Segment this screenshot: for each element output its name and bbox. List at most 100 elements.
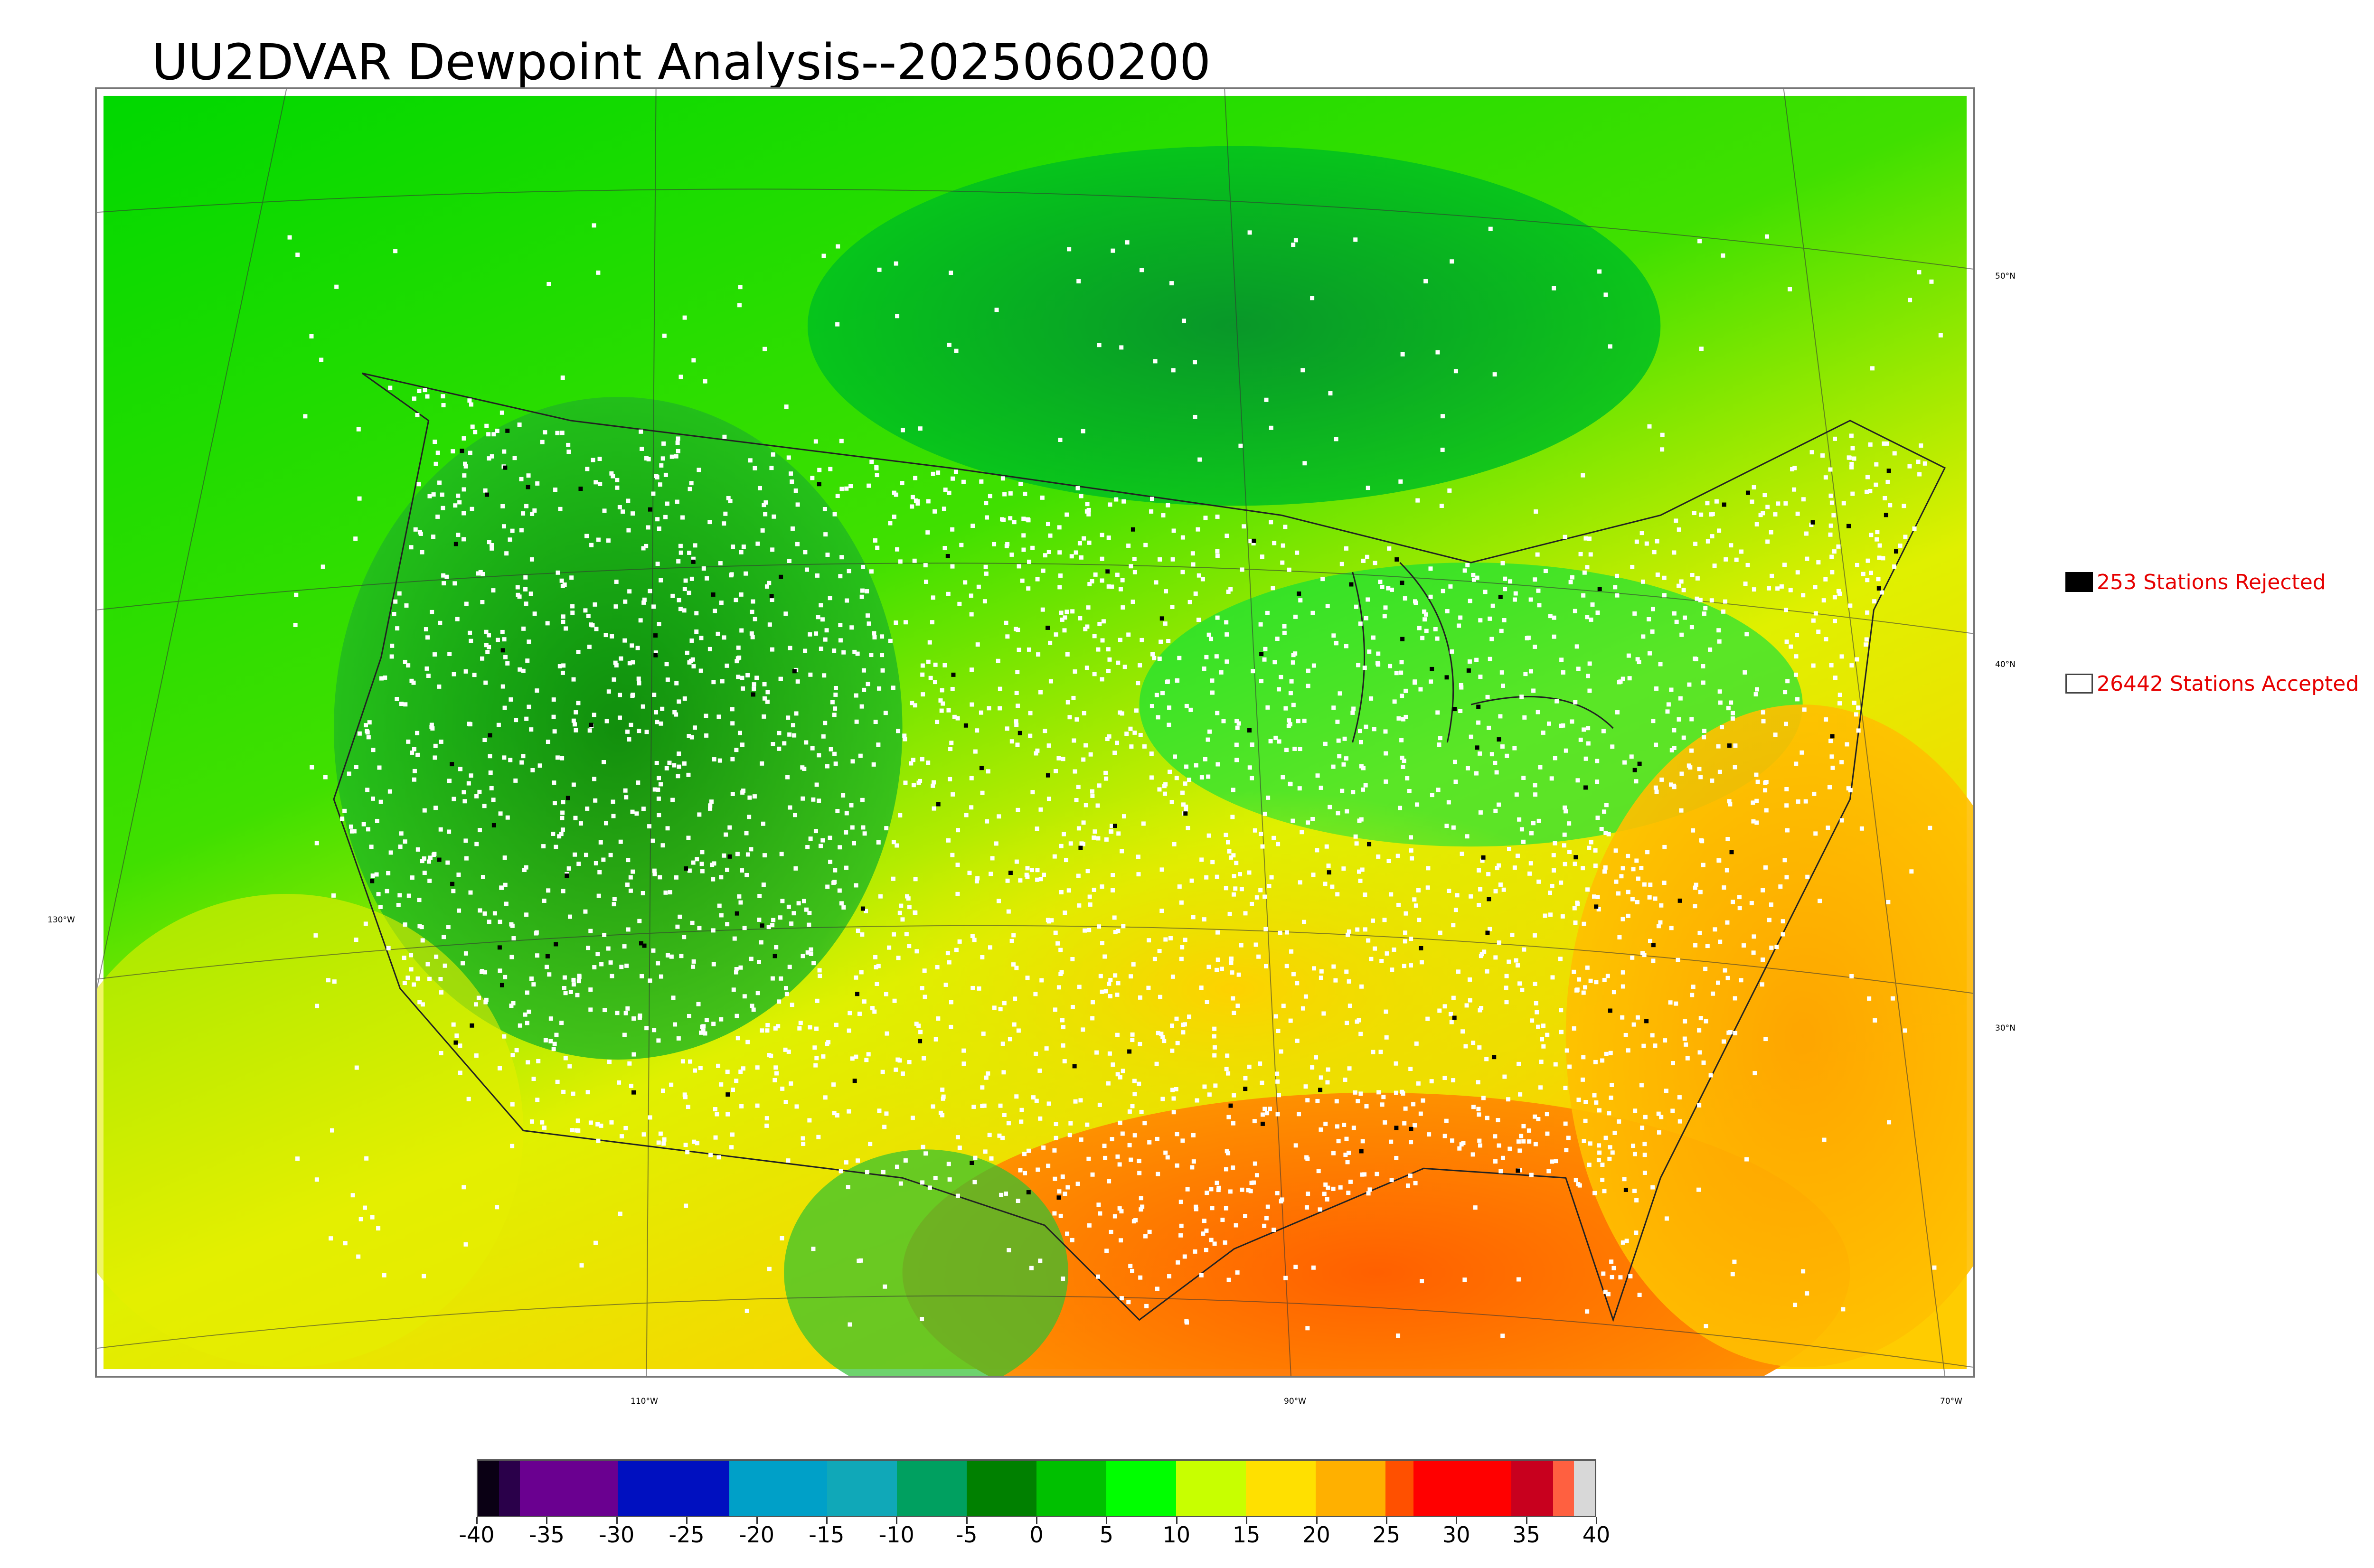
accepted-station-marker — [949, 271, 953, 275]
accepted-station-marker — [1537, 603, 1542, 608]
accepted-station-marker — [1788, 588, 1793, 592]
accepted-station-marker — [483, 680, 488, 685]
accepted-station-marker — [950, 686, 955, 691]
accepted-station-marker — [764, 584, 769, 589]
accepted-station-marker — [1849, 663, 1854, 668]
accepted-station-marker — [822, 673, 827, 678]
canada-dry-region — [807, 146, 1661, 506]
accepted-station-marker — [1057, 1189, 1062, 1194]
accepted-station-marker — [1193, 360, 1197, 365]
accepted-station-marker — [1493, 955, 1498, 960]
accepted-station-marker — [1212, 1045, 1217, 1050]
accepted-station-marker — [571, 782, 576, 787]
accepted-station-marker — [947, 490, 951, 495]
accepted-station-marker — [1822, 1137, 1827, 1142]
accepted-station-marker — [1622, 1177, 1627, 1182]
accepted-station-marker — [1253, 942, 1258, 947]
accepted-station-marker — [1528, 861, 1533, 866]
accepted-station-marker — [1384, 1009, 1388, 1014]
accepted-station-marker — [902, 733, 907, 738]
accepted-station-marker — [1226, 1151, 1231, 1155]
accepted-station-marker — [409, 953, 414, 958]
accepted-station-marker — [554, 1033, 559, 1037]
accepted-station-marker — [767, 581, 772, 585]
accepted-station-marker — [1418, 1111, 1423, 1116]
accepted-station-marker — [1872, 599, 1877, 604]
accepted-station-marker — [857, 1258, 861, 1263]
accepted-station-marker — [745, 1040, 750, 1044]
accepted-station-marker — [1634, 779, 1639, 784]
accepted-station-marker — [1048, 679, 1053, 684]
accepted-station-marker — [1273, 735, 1278, 740]
accepted-station-marker — [777, 999, 782, 1004]
accepted-station-marker — [1276, 842, 1281, 846]
accepted-station-marker — [1695, 576, 1700, 581]
accepted-station-marker — [811, 797, 816, 802]
accepted-station-marker — [1517, 1061, 1521, 1066]
accepted-station-marker — [1101, 619, 1106, 624]
accepted-station-marker — [1400, 352, 1405, 357]
accepted-station-marker — [469, 638, 473, 643]
accepted-station-marker — [984, 1075, 989, 1080]
accepted-station-marker — [1497, 1143, 1501, 1148]
accepted-station-marker — [767, 1267, 772, 1271]
rejected-station-marker — [488, 733, 492, 738]
accepted-station-marker — [1303, 1084, 1308, 1089]
accepted-station-marker — [1230, 970, 1234, 975]
accepted-station-marker — [949, 1024, 953, 1029]
accepted-station-marker — [872, 631, 876, 636]
accepted-station-marker — [1445, 609, 1450, 614]
accepted-station-marker — [1035, 826, 1039, 831]
accepted-station-marker — [1287, 718, 1291, 723]
accepted-station-marker — [563, 1056, 568, 1061]
accepted-station-marker — [1052, 1211, 1057, 1216]
accepted-station-marker — [1600, 1058, 1605, 1063]
accepted-station-marker — [1038, 807, 1043, 812]
accepted-station-marker — [1609, 1095, 1613, 1100]
rejected-station-marker — [1394, 557, 1399, 562]
accepted-station-marker — [677, 699, 681, 704]
accepted-station-marker — [838, 1169, 843, 1174]
accepted-station-marker — [1215, 514, 1220, 519]
accepted-station-marker — [1938, 333, 1943, 338]
accepted-station-marker — [1404, 714, 1408, 719]
accepted-station-marker — [986, 1071, 990, 1076]
accepted-station-marker — [422, 856, 426, 861]
dewpoint-map[interactable] — [95, 87, 1975, 1378]
accepted-station-marker — [1721, 1039, 1726, 1044]
accepted-station-marker — [947, 1177, 952, 1182]
accepted-station-marker — [1386, 586, 1391, 591]
accepted-station-marker — [716, 631, 720, 636]
accepted-station-marker — [1085, 869, 1090, 873]
accepted-station-marker — [1595, 816, 1600, 820]
accepted-station-marker — [1449, 1020, 1454, 1024]
accepted-station-marker — [932, 780, 936, 785]
accepted-station-marker — [1493, 761, 1498, 765]
accepted-station-marker — [1476, 1107, 1481, 1111]
accepted-station-marker — [1379, 958, 1384, 963]
accepted-station-marker — [561, 889, 565, 893]
accepted-station-marker — [1073, 769, 1077, 774]
accepted-station-marker — [1440, 414, 1445, 419]
accepted-station-marker — [1744, 1157, 1749, 1162]
accepted-station-marker — [478, 908, 482, 913]
accepted-station-marker — [1049, 918, 1054, 923]
accepted-station-marker — [946, 592, 951, 596]
accepted-station-marker — [1199, 986, 1204, 990]
accepted-station-marker — [1263, 927, 1268, 931]
accepted-station-marker — [1248, 1189, 1253, 1193]
accepted-station-marker — [1792, 487, 1797, 492]
accepted-station-marker — [876, 840, 881, 845]
accepted-station-marker — [1588, 978, 1593, 983]
accepted-station-marker — [604, 821, 609, 826]
accepted-station-marker — [1067, 715, 1072, 720]
accepted-station-marker — [1200, 577, 1205, 582]
accepted-station-marker — [1073, 1099, 1078, 1104]
accepted-station-marker — [1356, 663, 1361, 667]
accepted-station-marker — [1632, 1152, 1637, 1156]
accepted-station-marker — [452, 672, 456, 676]
accepted-station-marker — [1683, 1019, 1687, 1023]
accepted-station-marker — [773, 1026, 778, 1031]
accepted-station-marker — [979, 479, 984, 484]
accepted-station-marker — [709, 799, 714, 804]
